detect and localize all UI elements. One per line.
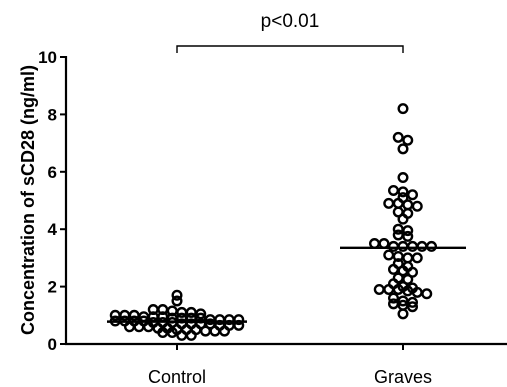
data-point — [416, 240, 428, 252]
data-point — [171, 289, 183, 301]
data-point — [392, 131, 404, 143]
data-point — [411, 200, 423, 212]
data-point — [397, 143, 409, 155]
data-point — [411, 252, 423, 264]
data-point — [407, 266, 419, 278]
data-point — [195, 308, 207, 320]
data-point — [397, 213, 409, 225]
data-point — [166, 327, 178, 339]
data-point — [369, 238, 381, 250]
data-point — [388, 184, 400, 196]
data-point — [407, 240, 419, 252]
data-point — [185, 329, 197, 341]
data-point — [402, 230, 414, 242]
y-tick-label: 6 — [48, 163, 57, 182]
y-tick-label: 10 — [38, 48, 57, 67]
data-point — [373, 283, 385, 295]
data-point — [407, 189, 419, 201]
data-point — [388, 292, 400, 304]
data-point — [426, 240, 438, 252]
y-tick-label: 8 — [48, 105, 57, 124]
data-point — [397, 240, 409, 252]
data-point — [402, 199, 414, 211]
data-point — [233, 314, 245, 326]
data-point — [218, 325, 230, 337]
y-tick-label: 2 — [48, 278, 57, 297]
y-tick-label: 4 — [48, 220, 58, 239]
data-point — [199, 325, 211, 337]
data-point — [397, 172, 409, 184]
data-point — [388, 240, 400, 252]
data-point — [407, 301, 419, 313]
data-point — [421, 288, 433, 300]
data-point — [383, 197, 395, 209]
x-tick-label: Graves — [374, 367, 432, 387]
data-point — [392, 229, 404, 241]
x-tick-label: Control — [148, 367, 206, 387]
axes: 0 2 4 6 8 10 Control Graves — [38, 48, 507, 387]
data-point — [397, 103, 409, 115]
data-point — [397, 308, 409, 320]
data-point — [388, 298, 400, 310]
data-point — [402, 134, 414, 146]
data-marks — [107, 103, 466, 341]
y-axis-label: Concentration of sCD28 (ng/ml) — [18, 65, 38, 335]
significance-bracket — [176, 45, 404, 53]
data-point — [402, 273, 414, 285]
data-point — [402, 225, 414, 237]
data-point — [397, 186, 409, 198]
significance-label: p<0.01 — [261, 11, 320, 32]
data-point — [407, 296, 419, 308]
y-tick-label: 0 — [48, 335, 57, 354]
data-point — [171, 295, 183, 307]
data-point — [402, 252, 414, 264]
data-point — [383, 249, 395, 261]
data-point — [378, 238, 390, 250]
